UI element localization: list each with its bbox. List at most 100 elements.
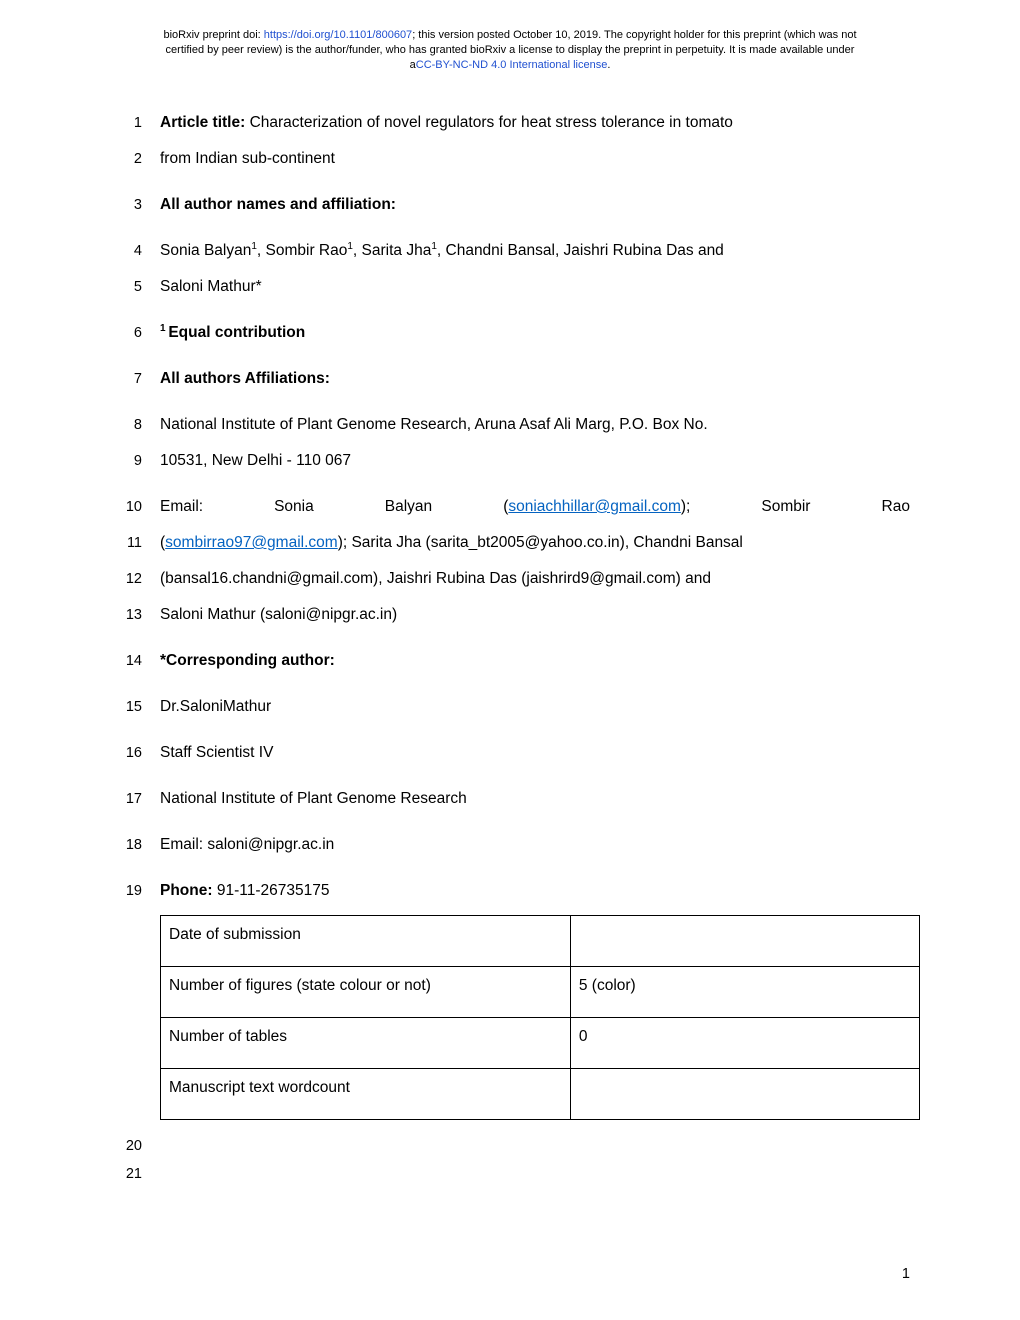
line-number: 3 bbox=[110, 197, 160, 213]
table-row: Number of tables 0 bbox=[161, 1018, 920, 1069]
email-name-1b: Balyan bbox=[385, 495, 432, 519]
phone-label: Phone: bbox=[160, 882, 213, 899]
email-line-4: Saloni Mathur (saloni@nipgr.ac.in) bbox=[160, 603, 910, 627]
line-number: 12 bbox=[110, 571, 160, 587]
line-17: 17 National Institute of Plant Genome Re… bbox=[110, 787, 910, 811]
email-line-2: (sombirrao97@gmail.com); Sarita Jha (sar… bbox=[160, 531, 910, 555]
article-title-text: Characterization of novel regulators for… bbox=[245, 114, 733, 131]
preprint-text-3b: . bbox=[607, 59, 610, 71]
line-number: 10 bbox=[110, 499, 160, 515]
line-6: 6 1 Equal contribution bbox=[110, 321, 910, 345]
authors-heading: All author names and affiliation: bbox=[160, 193, 910, 217]
line-12: 12 (bansal16.chandni@gmail.com), Jaishri… bbox=[110, 567, 910, 591]
corresponding-title: Staff Scientist IV bbox=[160, 741, 910, 765]
article-title-line: Article title: Characterization of novel… bbox=[160, 111, 910, 135]
table-row: Date of submission bbox=[161, 916, 920, 967]
line-4: 4 Sonia Balyan1, Sombir Rao1, Sarita Jha… bbox=[110, 239, 910, 263]
line-14: 14 *Corresponding author: bbox=[110, 649, 910, 673]
line-number: 7 bbox=[110, 371, 160, 387]
line-number: 4 bbox=[110, 243, 160, 259]
line-number: 16 bbox=[110, 745, 160, 761]
line-16: 16 Staff Scientist IV bbox=[110, 741, 910, 765]
table-cell-r1c1: Date of submission bbox=[161, 916, 571, 967]
line-number: 20 bbox=[110, 1138, 160, 1154]
line-13: 13 Saloni Mathur (saloni@nipgr.ac.in) bbox=[110, 603, 910, 627]
email-name-1a: Sonia bbox=[274, 495, 314, 519]
line-number: 19 bbox=[110, 883, 160, 899]
email-group-1: (soniachhillar@gmail.com); bbox=[503, 495, 690, 519]
table-cell-r2c1: Number of figures (state colour or not) bbox=[161, 967, 571, 1018]
line-20: 20 bbox=[110, 1138, 910, 1154]
line-18: 18 Email: saloni@nipgr.ac.in bbox=[110, 833, 910, 857]
line-number: 11 bbox=[110, 535, 160, 551]
submission-table: Date of submission Number of figures (st… bbox=[160, 915, 920, 1120]
table-cell-r3c2: 0 bbox=[570, 1018, 919, 1069]
line-8: 8 National Institute of Plant Genome Res… bbox=[110, 413, 910, 437]
line-7: 7 All authors Affiliations: bbox=[110, 367, 910, 391]
corresponding-email: Email: saloni@nipgr.ac.in bbox=[160, 833, 910, 857]
email-rest-2: ); Sarita Jha (sarita_bt2005@yahoo.co.in… bbox=[338, 534, 743, 551]
email-link-2[interactable]: sombirrao97@gmail.com bbox=[165, 534, 338, 551]
table-cell-r1c2 bbox=[570, 916, 919, 967]
line-19: 19 Phone: 91-11-26735175 bbox=[110, 879, 910, 903]
corresponding-heading: *Corresponding author: bbox=[160, 649, 910, 673]
email-name-2a: Sombir bbox=[761, 495, 810, 519]
preprint-text-1b: ; this version posted October 10, 2019. … bbox=[412, 29, 856, 41]
affiliation-1: National Institute of Plant Genome Resea… bbox=[160, 413, 910, 437]
paren-close-1: ); bbox=[681, 498, 690, 515]
affiliations-heading: All authors Affiliations: bbox=[160, 367, 910, 391]
line-number: 14 bbox=[110, 653, 160, 669]
equal-contribution-text: Equal contribution bbox=[168, 324, 305, 341]
line-5: 5 Saloni Mathur* bbox=[110, 275, 910, 299]
line-number: 13 bbox=[110, 607, 160, 623]
article-title-label: Article title: bbox=[160, 114, 245, 131]
line-number: 17 bbox=[110, 791, 160, 807]
line-number: 8 bbox=[110, 417, 160, 433]
email-line-3: (bansal16.chandni@gmail.com), Jaishri Ru… bbox=[160, 567, 910, 591]
table-row: Manuscript text wordcount bbox=[161, 1069, 920, 1120]
table-cell-r4c2 bbox=[570, 1069, 919, 1120]
line-11: 11 (sombirrao97@gmail.com); Sarita Jha (… bbox=[110, 531, 910, 555]
email-line-1: Email: Sonia Balyan (soniachhillar@gmail… bbox=[160, 495, 910, 519]
author-list-1: Sonia Balyan1, Sombir Rao1, Sarita Jha1,… bbox=[160, 239, 910, 263]
line-number: 5 bbox=[110, 279, 160, 295]
corresponding-name: Dr.SaloniMathur bbox=[160, 695, 910, 719]
line-number: 18 bbox=[110, 837, 160, 853]
phone-line: Phone: 91-11-26735175 bbox=[160, 879, 910, 903]
email-label: Email: bbox=[160, 495, 203, 519]
author-2: , Sombir Rao bbox=[257, 242, 347, 259]
preprint-text-1a: bioRxiv preprint doi: bbox=[163, 29, 263, 41]
author-list-2: Saloni Mathur* bbox=[160, 275, 910, 299]
page-number: 1 bbox=[902, 1266, 910, 1282]
page-container: bioRxiv preprint doi: https://doi.org/10… bbox=[0, 0, 1020, 1320]
line-number: 21 bbox=[110, 1166, 160, 1182]
line-2: 2 from Indian sub-continent bbox=[110, 147, 910, 171]
table-cell-r2c2: 5 (color) bbox=[570, 967, 919, 1018]
doi-link[interactable]: https://doi.org/10.1101/800607 bbox=[264, 29, 412, 41]
corresponding-inst: National Institute of Plant Genome Resea… bbox=[160, 787, 910, 811]
equal-contribution: 1 Equal contribution bbox=[160, 321, 910, 345]
line-1: 1 Article title: Characterization of nov… bbox=[110, 111, 910, 135]
author-3: , Sarita Jha bbox=[353, 242, 431, 259]
author-1: Sonia Balyan bbox=[160, 242, 251, 259]
line-9: 9 10531, New Delhi - 110 067 bbox=[110, 449, 910, 473]
line-number: 1 bbox=[110, 115, 160, 131]
line-3: 3 All author names and affiliation: bbox=[110, 193, 910, 217]
line-21: 21 bbox=[110, 1166, 910, 1182]
author-rest: , Chandni Bansal, Jaishri Rubina Das and bbox=[437, 242, 724, 259]
email-link-1[interactable]: soniachhillar@gmail.com bbox=[508, 498, 681, 515]
line-number: 9 bbox=[110, 453, 160, 469]
line-number: 2 bbox=[110, 151, 160, 167]
preprint-header: bioRxiv preprint doi: https://doi.org/10… bbox=[110, 28, 910, 73]
phone-number: 91-11-26735175 bbox=[213, 882, 330, 899]
line-10: 10 Email: Sonia Balyan (soniachhillar@gm… bbox=[110, 495, 910, 519]
table-row: Number of figures (state colour or not) … bbox=[161, 967, 920, 1018]
line-number: 15 bbox=[110, 699, 160, 715]
license-link[interactable]: CC-BY-NC-ND 4.0 International license bbox=[416, 59, 608, 71]
table-cell-r4c1: Manuscript text wordcount bbox=[161, 1069, 571, 1120]
affiliation-2: 10531, New Delhi - 110 067 bbox=[160, 449, 910, 473]
preprint-text-2: certified by peer review) is the author/… bbox=[166, 44, 855, 56]
line-15: 15 Dr.SaloniMathur bbox=[110, 695, 910, 719]
line-number: 6 bbox=[110, 325, 160, 341]
article-title-cont: from Indian sub-continent bbox=[160, 147, 910, 171]
